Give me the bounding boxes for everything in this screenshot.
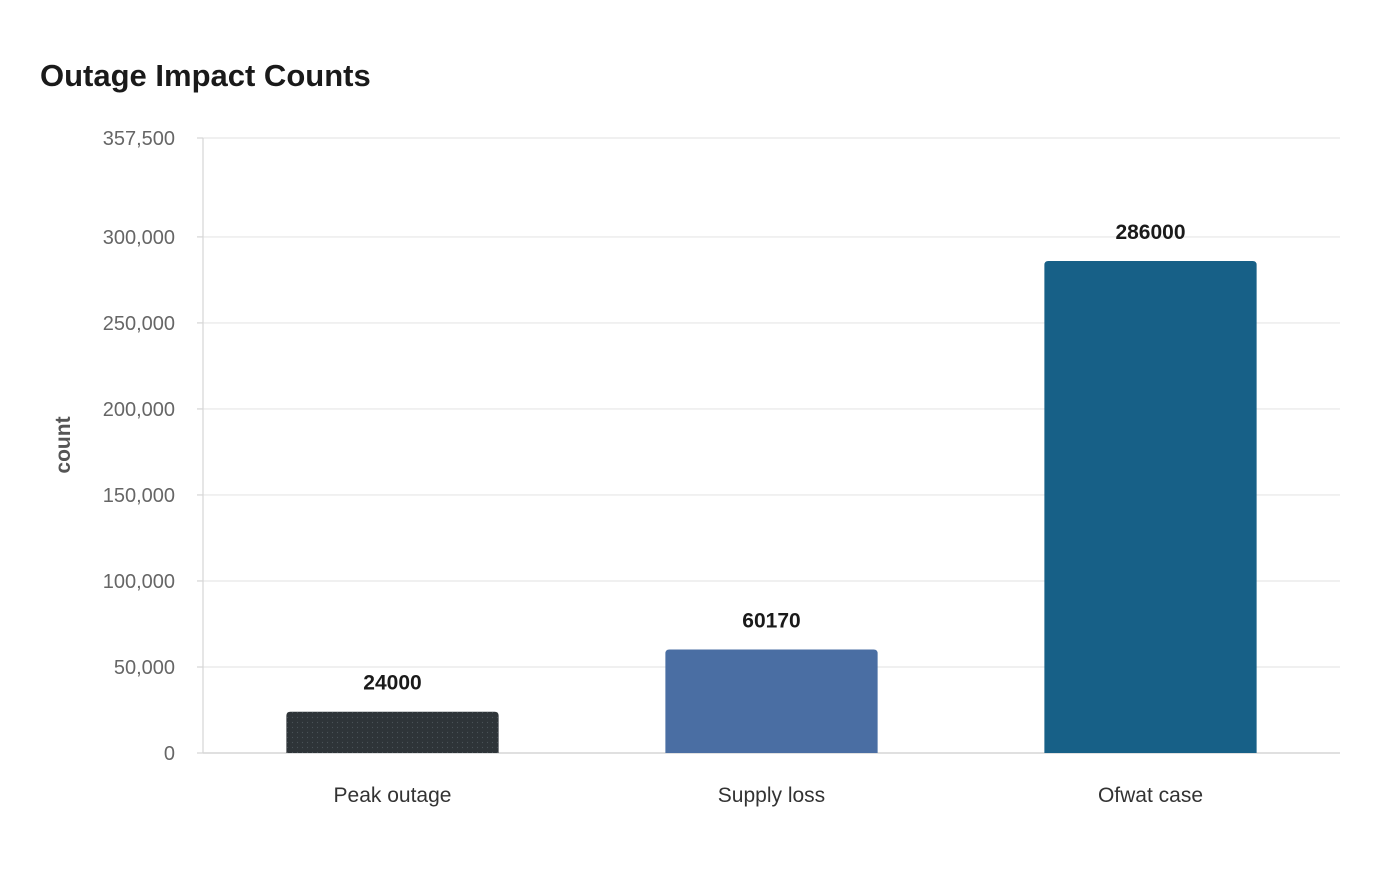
bar-value-label: 60170 bbox=[742, 609, 800, 632]
labels: 0 50,000 100,000 150,000 200,000 250,000 300,0… bbox=[103, 128, 1203, 807]
bars bbox=[286, 261, 1257, 753]
grid-lines bbox=[203, 137, 1340, 668]
y-tick-label: 200,000 bbox=[103, 399, 175, 421]
bar-value-label: 286000 bbox=[1115, 221, 1185, 244]
x-tick-label: Supply loss bbox=[718, 784, 825, 807]
y-axis-title: count bbox=[52, 416, 75, 473]
bar-texture bbox=[286, 711, 499, 753]
y-tick-label: 150,000 bbox=[103, 485, 175, 507]
bar-value-label: 24000 bbox=[363, 672, 421, 695]
y-tick-label: 100,000 bbox=[103, 571, 175, 593]
y-tick-label: 300,000 bbox=[103, 227, 175, 249]
bar-ofwat-case[interactable] bbox=[1044, 261, 1257, 753]
x-tick-label: Peak outage bbox=[334, 784, 452, 807]
y-tick-label: 0 bbox=[164, 743, 175, 765]
chart-title: Outage Impact Counts bbox=[40, 58, 371, 93]
x-tick-label: Ofwat case bbox=[1098, 784, 1203, 807]
y-tick-label: 357,500 bbox=[103, 128, 175, 150]
y-tick-label: 50,000 bbox=[114, 657, 175, 679]
y-tick-label: 250,000 bbox=[103, 313, 175, 335]
bar-supply-loss[interactable] bbox=[665, 649, 878, 753]
